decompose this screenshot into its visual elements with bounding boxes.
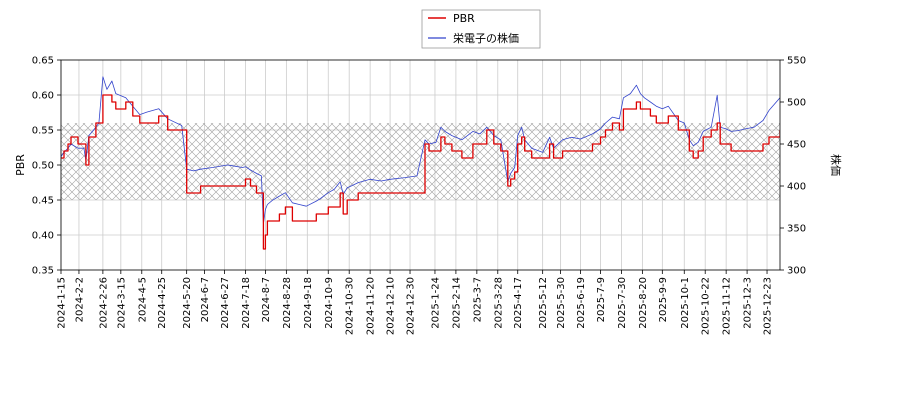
- x-axis-ticks: 2024-1-15 2024-2-2 2024-2-26 2024-3-15 2024-…: [57, 270, 774, 335]
- x-tick-label: 2025-2-14: [451, 277, 462, 329]
- x-tick-label: 2024-11-20: [366, 277, 377, 335]
- x-tick-label: 2025-12-3: [743, 277, 754, 329]
- right-tick-label: 500: [787, 98, 806, 109]
- x-tick-label: 2024-4-25: [157, 277, 168, 329]
- x-tick-label: 2025-7-30: [617, 277, 628, 329]
- x-tick-label: 2025-5-12: [538, 277, 549, 329]
- left-tick-label: 0.40: [32, 231, 54, 242]
- x-tick-label: 2025-6-19: [576, 277, 587, 329]
- x-tick-label: 2025-12-23: [763, 277, 774, 335]
- x-tick-label: 2024-12-30: [406, 277, 417, 335]
- x-tick-label: 2025-1-24: [430, 277, 441, 329]
- right-axis-ticks: 300 350 400 450 500 550: [780, 56, 806, 277]
- right-tick-label: 300: [787, 266, 806, 277]
- x-tick-label: 2025-10-1: [680, 277, 691, 329]
- x-tick-label: 2024-10-30: [345, 277, 356, 335]
- x-tick-label: 2024-5-20: [182, 277, 193, 329]
- x-tick-label: 2024-3-15: [116, 277, 127, 329]
- x-tick-label: 2025-10-22: [701, 277, 712, 335]
- right-tick-label: 350: [787, 224, 806, 235]
- x-tick-label: 2025-8-20: [638, 277, 649, 329]
- pbr-series-line: [61, 94, 780, 250]
- right-tick-label: 450: [787, 140, 806, 151]
- x-tick-label: 2024-7-18: [241, 277, 252, 329]
- x-tick-label: 2024-12-10: [386, 277, 397, 335]
- right-tick-label: 400: [787, 182, 806, 193]
- right-axis-title: 株価: [829, 154, 843, 176]
- left-tick-label: 0.55: [32, 126, 54, 137]
- left-tick-label: 0.50: [32, 161, 54, 172]
- x-tick-label: 2024-9-18: [303, 277, 314, 329]
- x-tick-label: 2024-6-7: [200, 277, 211, 322]
- x-tick-label: 2024-10-9: [324, 277, 335, 329]
- series-layer: [61, 76, 780, 250]
- left-axis-title: PBR: [14, 154, 27, 176]
- legend: PBR 栄電子の株価: [421, 9, 541, 49]
- x-tick-label: 2024-2-2: [74, 277, 85, 322]
- x-tick-label: 2025-4-17: [513, 277, 524, 329]
- x-tick-label: 2025-5-30: [556, 277, 567, 329]
- left-axis-ticks: 0.35 0.40 0.45 0.50 0.55 0.60 0.65: [32, 56, 61, 277]
- x-tick-label: 2024-8-7: [261, 277, 272, 322]
- legend-label-pbr: PBR: [453, 12, 475, 25]
- legend-label-price: 栄電子の株価: [453, 31, 519, 45]
- price-series-line: [61, 76, 780, 225]
- legend-box: [421, 9, 541, 49]
- left-tick-label: 0.45: [32, 196, 54, 207]
- x-tick-label: 2024-2-26: [98, 277, 109, 329]
- x-tick-label: 2024-6-27: [220, 277, 231, 329]
- left-tick-label: 0.60: [32, 91, 54, 102]
- x-tick-label: 2025-3-7: [472, 277, 483, 322]
- left-tick-label: 0.35: [32, 266, 54, 277]
- x-tick-label: 2024-4-5: [137, 277, 148, 322]
- x-tick-label: 2024-1-15: [57, 277, 68, 329]
- right-tick-label: 550: [787, 56, 806, 67]
- left-tick-label: 0.65: [32, 56, 54, 67]
- x-tick-label: 2024-8-28: [282, 277, 293, 329]
- x-tick-label: 2025-11-12: [722, 277, 733, 335]
- x-tick-label: 2025-9-9: [658, 277, 669, 322]
- x-tick-label: 2025-7-9: [596, 277, 607, 322]
- x-tick-label: 2025-3-28: [493, 277, 504, 329]
